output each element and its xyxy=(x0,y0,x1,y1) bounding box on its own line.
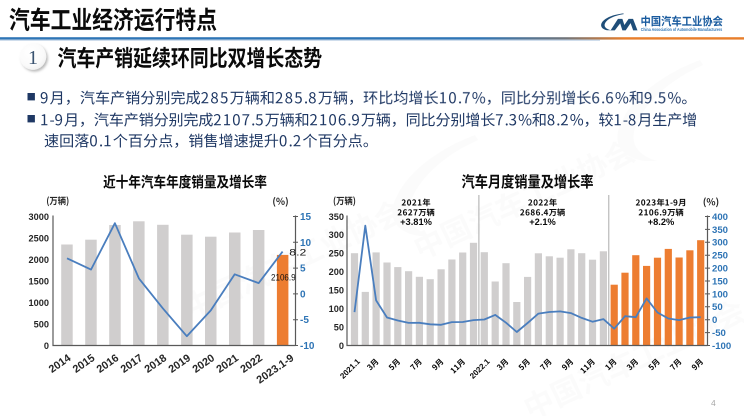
svg-text:5: 5 xyxy=(300,264,306,275)
svg-text:2021: 2021 xyxy=(214,352,241,376)
svg-text:350: 350 xyxy=(329,212,344,222)
svg-text:2022.1: 2022.1 xyxy=(468,357,492,381)
svg-text:0: 0 xyxy=(44,341,49,351)
svg-text:500: 500 xyxy=(34,319,49,329)
svg-text:-10: -10 xyxy=(300,341,315,352)
svg-text:0: 0 xyxy=(712,315,717,326)
svg-text:8.2: 8.2 xyxy=(289,247,306,258)
svg-text:China Association of Automobil: China Association of Automobile Manufact… xyxy=(641,27,723,32)
svg-text:50: 50 xyxy=(712,302,723,313)
svg-text:+2.1%: +2.1% xyxy=(529,217,556,227)
svg-text:1500: 1500 xyxy=(29,276,49,286)
svg-text:10: 10 xyxy=(300,238,312,249)
svg-text:100: 100 xyxy=(712,289,728,300)
svg-text:1000: 1000 xyxy=(29,298,49,308)
svg-text:2000: 2000 xyxy=(29,255,49,265)
svg-text:2500: 2500 xyxy=(29,233,49,243)
svg-text:4: 4 xyxy=(711,398,716,408)
svg-text:2018: 2018 xyxy=(142,352,169,376)
svg-text:-100: -100 xyxy=(712,341,731,352)
svg-text:+8.2%: +8.2% xyxy=(648,217,675,227)
svg-text:150: 150 xyxy=(329,286,344,296)
svg-text:250: 250 xyxy=(712,251,728,262)
svg-text:400: 400 xyxy=(712,212,728,223)
svg-text:2016: 2016 xyxy=(95,352,122,376)
svg-text:2015: 2015 xyxy=(71,352,98,376)
svg-text:200: 200 xyxy=(329,267,344,277)
svg-text:100: 100 xyxy=(329,304,344,314)
svg-text:2021.1: 2021.1 xyxy=(338,357,362,381)
svg-text:0: 0 xyxy=(339,341,344,351)
svg-text:2106.9: 2106.9 xyxy=(271,272,296,282)
svg-text:250: 250 xyxy=(329,249,344,259)
svg-text:2020: 2020 xyxy=(190,352,217,376)
svg-text:2017: 2017 xyxy=(119,352,146,376)
svg-text:2014: 2014 xyxy=(47,352,74,376)
svg-text:2019: 2019 xyxy=(166,352,193,376)
svg-text:-5: -5 xyxy=(300,315,309,326)
svg-text:1: 1 xyxy=(28,47,38,69)
svg-text:300: 300 xyxy=(712,238,728,249)
svg-text:3000: 3000 xyxy=(29,212,49,222)
svg-text:0: 0 xyxy=(300,289,306,300)
svg-text:350: 350 xyxy=(712,225,728,236)
svg-text:-50: -50 xyxy=(712,328,726,339)
svg-text:150: 150 xyxy=(712,276,728,287)
svg-text:15: 15 xyxy=(300,212,312,223)
svg-text:200: 200 xyxy=(712,264,728,275)
svg-text:+3.81%: +3.81% xyxy=(400,217,433,227)
svg-text:50: 50 xyxy=(334,322,344,332)
svg-text:300: 300 xyxy=(329,230,344,240)
